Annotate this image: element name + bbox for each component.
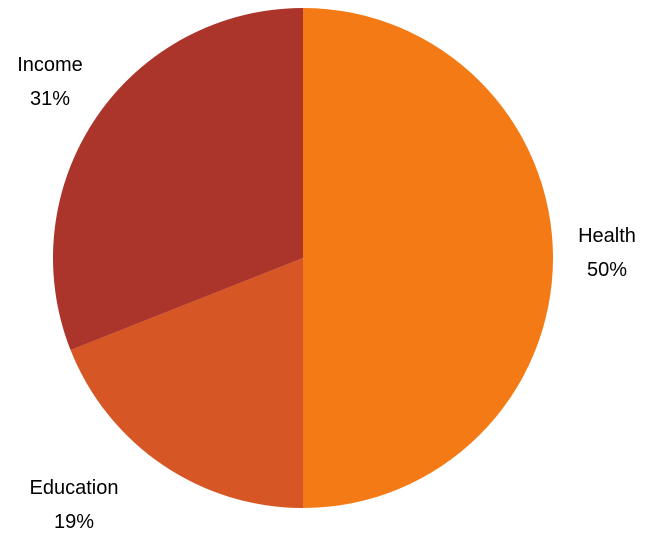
category-label: Income — [17, 54, 83, 76]
value-label: 19% — [54, 511, 94, 533]
pie-slices — [53, 8, 553, 508]
value-label: 50% — [587, 259, 627, 281]
category-label: Health — [578, 225, 636, 247]
pie-labels: Health 50% Education 19% Income 31% — [17, 54, 636, 533]
value-label: 31% — [30, 88, 70, 110]
pie-slice-health — [303, 8, 553, 508]
slice-label-health: Health 50% — [578, 225, 636, 281]
slice-label-education: Education 19% — [30, 477, 119, 533]
pie-slice-income — [53, 8, 304, 351]
pie-slice-education — [70, 258, 303, 508]
slice-label-income: Income 31% — [17, 54, 83, 110]
category-label: Education — [30, 477, 119, 499]
